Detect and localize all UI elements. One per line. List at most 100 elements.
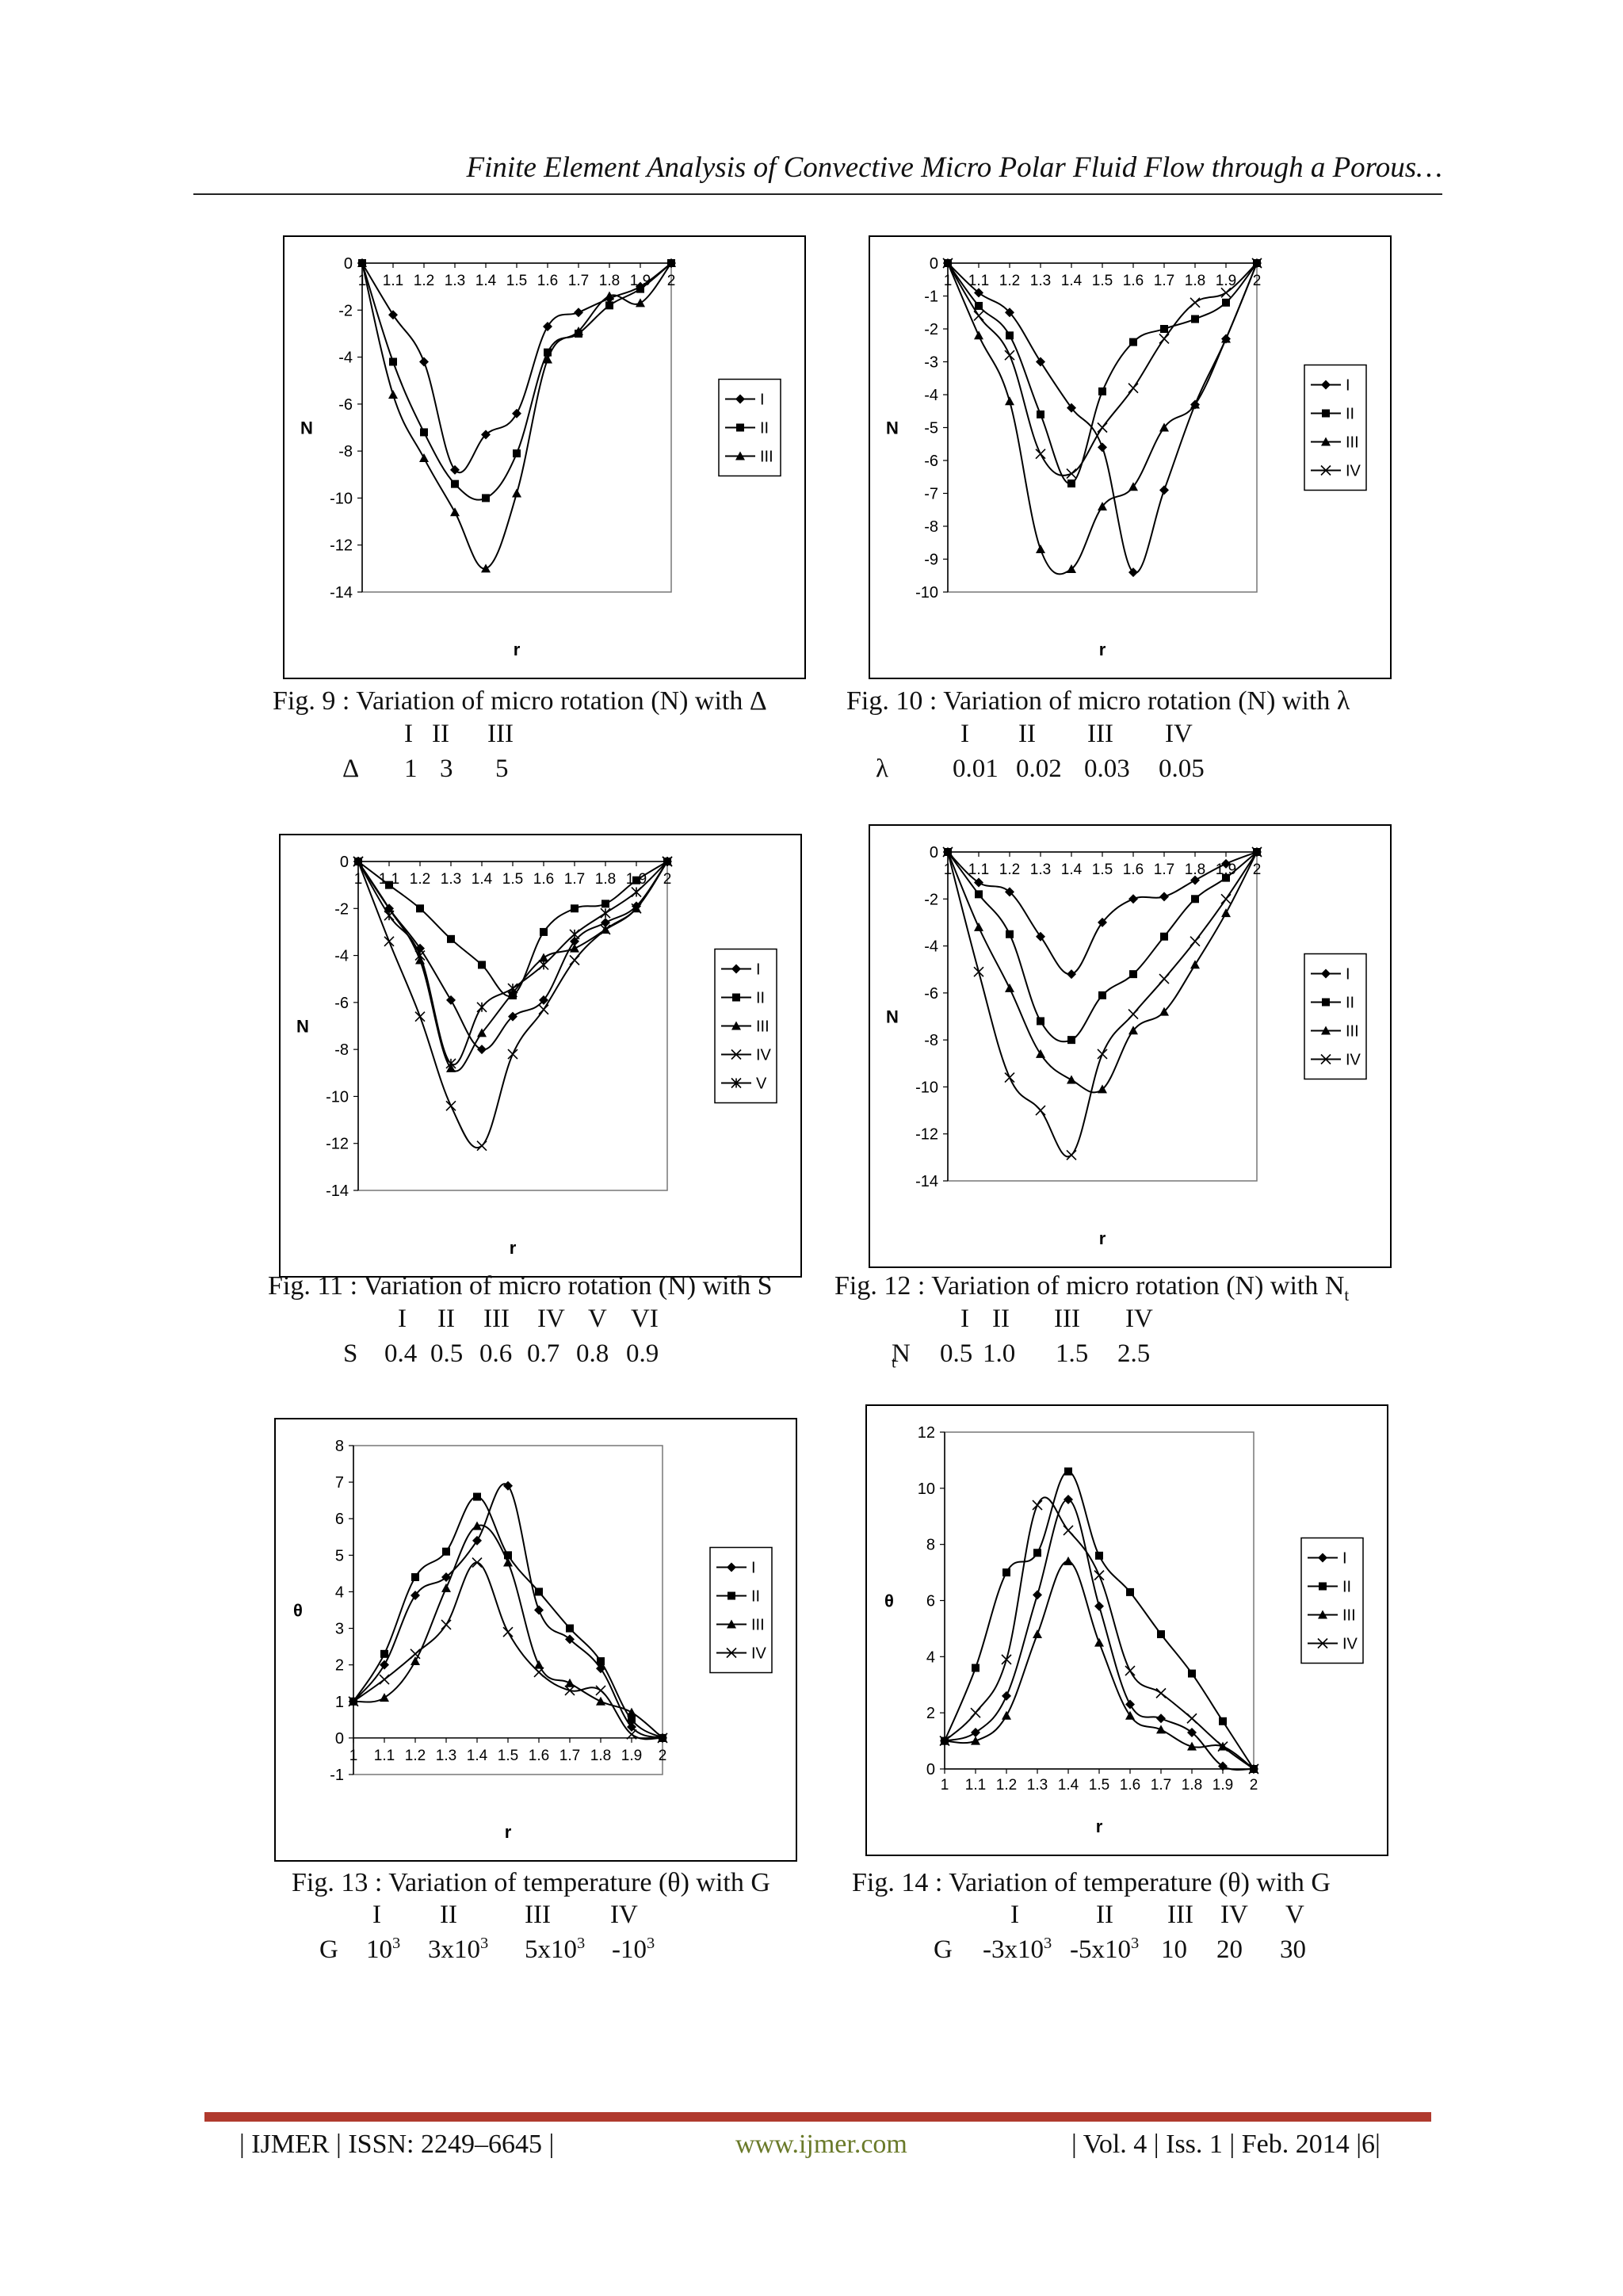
data-point bbox=[1098, 917, 1107, 927]
footer-issue: | Vol. 4 | Iss. 1 | Feb. 2014 |6| bbox=[1071, 2130, 1381, 2159]
x-tick-label: 1.3 bbox=[1030, 861, 1051, 878]
y-tick-label: -6 bbox=[924, 985, 938, 1003]
x-tick-label: 1.5 bbox=[502, 871, 523, 888]
x-tick-label: 2 bbox=[1253, 861, 1262, 878]
chart-svg: 1 1.1 1.2 1.3 1.4 1.5 1.6 1.7 1.8 1.9 2 0 -1 -2 -3 -4 -5… bbox=[869, 235, 1392, 679]
data-point bbox=[600, 907, 611, 919]
legend-label: I bbox=[760, 392, 765, 409]
data-point bbox=[565, 1634, 575, 1645]
data-point bbox=[1002, 1568, 1010, 1577]
data-point bbox=[605, 291, 614, 300]
data-point bbox=[538, 1004, 549, 1015]
legend-marker bbox=[1320, 1053, 1331, 1065]
data-point bbox=[1036, 1049, 1045, 1058]
data-point bbox=[657, 1733, 668, 1744]
data-point bbox=[1001, 1654, 1012, 1665]
x-tick-label: 1.8 bbox=[599, 273, 620, 289]
x-tick-label: 1.8 bbox=[1185, 861, 1205, 878]
x-tick-label: 1.6 bbox=[1123, 273, 1144, 289]
data-point bbox=[1033, 1590, 1042, 1600]
data-point bbox=[1251, 258, 1262, 269]
figure-9: 1 1.1 1.2 1.3 1.4 1.5 1.6 1.7 1.8 1.9 2 0 -2 -4 -6 -8 -1… bbox=[283, 235, 806, 679]
param-table-fig11: I II III IV V VI S 0.4 0.5 0.6 0.7 0.8 0… bbox=[343, 1305, 659, 1368]
series-III bbox=[357, 258, 676, 573]
data-point bbox=[411, 1573, 419, 1581]
legend-label: II bbox=[756, 990, 765, 1007]
x-tick-label: 1.3 bbox=[441, 871, 461, 888]
y-tick-label: 5 bbox=[335, 1547, 344, 1564]
legend-marker bbox=[732, 993, 740, 1002]
data-point bbox=[564, 1685, 575, 1696]
data-point bbox=[441, 1583, 451, 1592]
y-tick-label: 0 bbox=[340, 854, 349, 871]
data-point bbox=[534, 1605, 544, 1615]
data-point bbox=[1125, 1710, 1135, 1720]
data-point bbox=[666, 258, 676, 267]
data-point bbox=[1006, 331, 1014, 340]
data-point bbox=[1251, 846, 1262, 858]
data-point bbox=[384, 936, 395, 947]
data-point bbox=[441, 1619, 452, 1630]
y-tick-label: 0 bbox=[930, 255, 938, 273]
data-point bbox=[566, 1624, 574, 1633]
x-tick-label: 1.3 bbox=[1030, 273, 1051, 289]
data-point bbox=[451, 479, 459, 488]
series-line bbox=[947, 851, 1258, 1158]
data-point bbox=[1067, 1075, 1076, 1084]
x-tick-label: 1.1 bbox=[383, 273, 403, 289]
data-point bbox=[631, 886, 642, 898]
data-point bbox=[1221, 908, 1231, 918]
data-point bbox=[533, 1667, 544, 1678]
y-tick-label: -6 bbox=[338, 396, 353, 414]
data-point bbox=[1190, 399, 1200, 409]
legend-marker bbox=[1318, 1553, 1327, 1563]
y-tick-label: -14 bbox=[330, 584, 353, 602]
data-point bbox=[971, 1736, 980, 1745]
data-point bbox=[503, 1557, 513, 1567]
data-point bbox=[539, 995, 548, 1005]
x-tick-label: 1.3 bbox=[1027, 1777, 1048, 1794]
data-point bbox=[1067, 969, 1076, 980]
legend-label: I bbox=[756, 961, 761, 979]
y-tick-label: -2 bbox=[338, 302, 353, 319]
series-line bbox=[947, 262, 1258, 477]
caption-fig10: Fig. 10 : Variation of micro rotation (N… bbox=[846, 686, 1350, 716]
legend-label: III bbox=[760, 449, 773, 466]
x-axis-label: r bbox=[1099, 640, 1106, 659]
series-line bbox=[944, 1470, 1254, 1770]
x-tick-label: 1.8 bbox=[590, 1748, 611, 1764]
data-point bbox=[570, 943, 579, 953]
legend-label: III bbox=[751, 1617, 765, 1634]
y-tick-label: -1 bbox=[924, 288, 938, 306]
data-point bbox=[419, 453, 429, 463]
data-point bbox=[472, 1557, 483, 1568]
x-tick-label: 1.2 bbox=[410, 871, 430, 888]
data-point bbox=[1094, 1570, 1105, 1581]
data-point bbox=[975, 301, 983, 310]
data-point bbox=[389, 357, 397, 366]
data-point bbox=[1159, 892, 1169, 902]
x-axis-label: r bbox=[1096, 1817, 1103, 1836]
y-axis-label: θ bbox=[884, 1591, 894, 1611]
data-point bbox=[601, 900, 609, 908]
data-point bbox=[384, 910, 395, 921]
data-point bbox=[544, 348, 552, 357]
data-point bbox=[569, 929, 580, 940]
footer-url[interactable]: www.ijmer.com bbox=[735, 2130, 907, 2159]
y-tick-label: 0 bbox=[335, 1730, 344, 1748]
y-tick-label: 2 bbox=[335, 1657, 344, 1675]
y-tick-label: 7 bbox=[335, 1474, 344, 1492]
data-point bbox=[543, 354, 552, 364]
series-line bbox=[353, 1496, 663, 1739]
data-point bbox=[450, 507, 460, 517]
data-point bbox=[1066, 468, 1077, 479]
data-point bbox=[600, 924, 611, 935]
legend-marker bbox=[1322, 998, 1330, 1007]
data-point bbox=[420, 428, 428, 437]
x-tick-label: 1 bbox=[944, 273, 953, 289]
data-point bbox=[543, 322, 552, 332]
data-point bbox=[975, 890, 983, 899]
y-tick-label: -10 bbox=[915, 1079, 938, 1096]
data-point bbox=[478, 961, 486, 969]
data-point bbox=[1222, 298, 1230, 307]
